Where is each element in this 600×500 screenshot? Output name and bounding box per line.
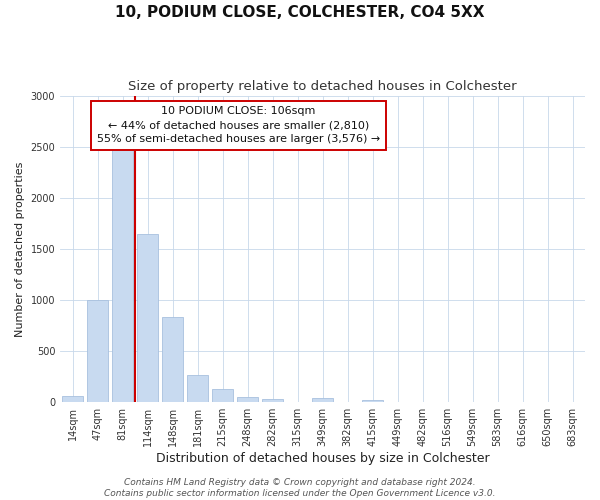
Text: 10 PODIUM CLOSE: 106sqm
← 44% of detached houses are smaller (2,810)
55% of semi: 10 PODIUM CLOSE: 106sqm ← 44% of detache… xyxy=(97,106,380,144)
Bar xyxy=(112,150,133,402)
Text: Contains HM Land Registry data © Crown copyright and database right 2024.
Contai: Contains HM Land Registry data © Crown c… xyxy=(104,478,496,498)
Bar xyxy=(312,398,333,402)
Y-axis label: Number of detached properties: Number of detached properties xyxy=(15,161,25,336)
Title: Size of property relative to detached houses in Colchester: Size of property relative to detached ho… xyxy=(128,80,517,93)
Bar xyxy=(162,318,183,402)
Bar xyxy=(362,400,383,402)
Bar xyxy=(237,396,258,402)
Text: 10, PODIUM CLOSE, COLCHESTER, CO4 5XX: 10, PODIUM CLOSE, COLCHESTER, CO4 5XX xyxy=(115,5,485,20)
X-axis label: Distribution of detached houses by size in Colchester: Distribution of detached houses by size … xyxy=(156,452,490,465)
Bar xyxy=(62,396,83,402)
Bar xyxy=(137,234,158,402)
Bar xyxy=(262,398,283,402)
Bar xyxy=(87,300,108,402)
Bar xyxy=(187,374,208,402)
Bar xyxy=(212,389,233,402)
